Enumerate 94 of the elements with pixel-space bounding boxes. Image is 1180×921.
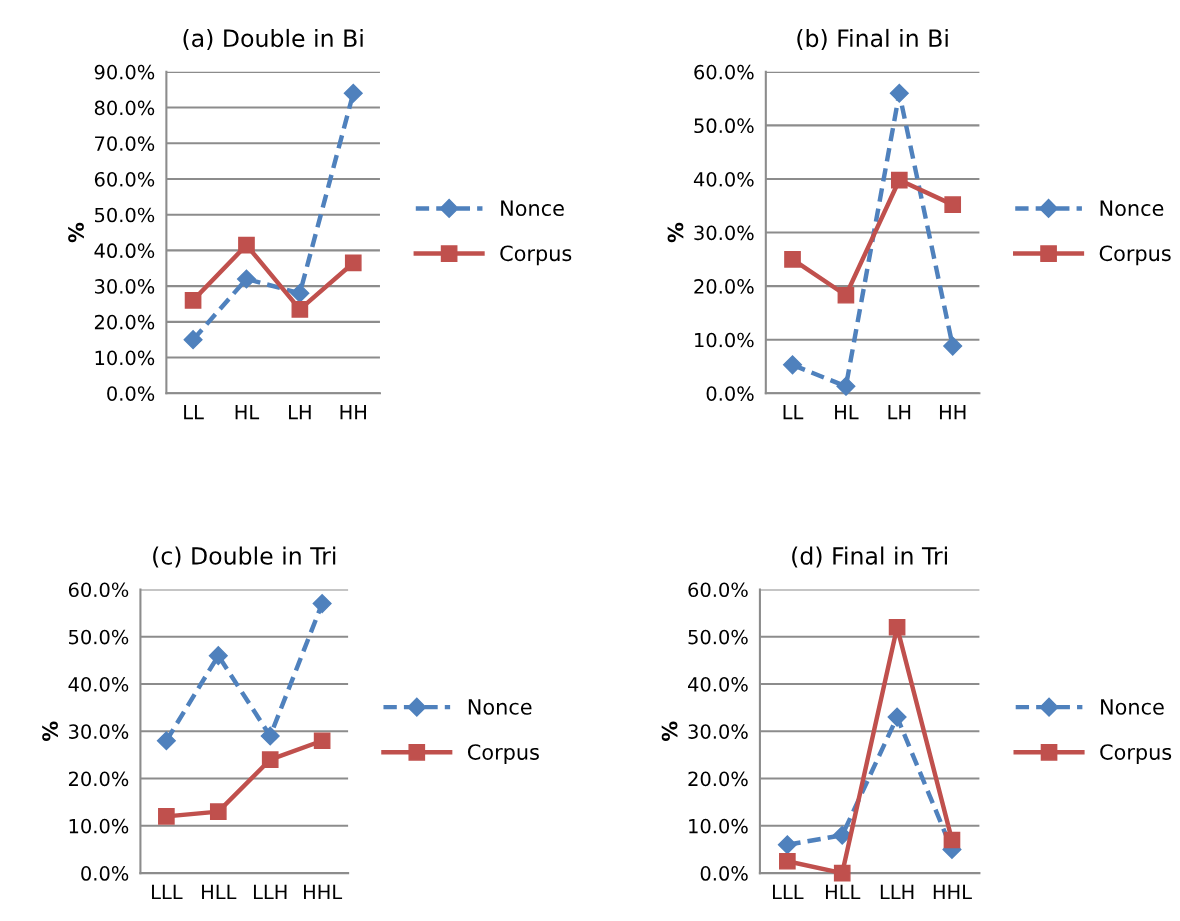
x-tick-label: LLH (253, 884, 287, 899)
point (777, 835, 797, 855)
point (184, 292, 202, 309)
point (313, 732, 331, 750)
y-axis-title: % (661, 721, 678, 742)
y-tick-label: 30.0% (69, 724, 129, 739)
legend-label: Nonce (1101, 699, 1164, 715)
point (208, 646, 228, 666)
legend-label: Nonce (468, 699, 532, 715)
point (784, 251, 801, 268)
legend-label: Nonce (1100, 200, 1164, 217)
y-tick-label: 20.0% (68, 771, 129, 787)
y-tick-label: 40.0% (94, 243, 155, 259)
y-tick-label: 0.0% (700, 866, 748, 881)
point (943, 336, 963, 356)
y-tick-label: 30.0% (688, 724, 748, 739)
y-axis-title: % (68, 222, 84, 243)
legend-label: Corpus (500, 245, 572, 266)
point (890, 171, 908, 189)
point (344, 254, 362, 272)
y-tick-label: 80.0% (94, 100, 155, 116)
y-tick-label: 40.0% (68, 676, 129, 692)
legend-label: Corpus (467, 744, 539, 764)
y-tick-label: 50.0% (95, 207, 155, 223)
legend-label: Corpus (1100, 744, 1172, 764)
y-axis-title: % (667, 222, 684, 243)
point (887, 707, 907, 727)
x-tick-label: HHL (933, 884, 972, 899)
y-tick-label: 20.0% (694, 279, 754, 294)
y-tick-label: 70.0% (95, 136, 155, 151)
point (312, 594, 332, 614)
x-tick-label: LH (289, 404, 311, 420)
point (944, 196, 962, 214)
point (889, 83, 909, 103)
point (836, 376, 856, 396)
point (343, 83, 363, 103)
legend-label: Corpus (1099, 245, 1171, 266)
y-tick-label: 60.0% (68, 582, 129, 598)
point (236, 269, 257, 289)
y-tick-label: 10.0% (69, 818, 129, 834)
point (837, 286, 855, 304)
x-tick-label: LLL (773, 884, 804, 899)
point (782, 355, 803, 375)
chart-title: (c) Double in Tri (153, 546, 336, 568)
y-axis-title: % (42, 721, 58, 742)
chart-title: (a) Double in Bi (183, 28, 363, 50)
point (238, 236, 255, 254)
point (156, 731, 176, 751)
point (261, 751, 279, 768)
y-tick-label: 30.0% (94, 279, 155, 294)
x-tick-label: HL (235, 404, 260, 420)
y-tick-label: 60.0% (688, 582, 748, 598)
x-tick-label: HL (835, 404, 859, 420)
x-tick-label: LL (184, 404, 204, 420)
y-tick-label: 50.0% (688, 629, 748, 645)
x-tick-label: HLL (825, 884, 861, 899)
x-tick-label: LLH (880, 884, 914, 899)
x-tick-label: LL (783, 404, 804, 420)
point (888, 618, 906, 636)
x-tick-label: HH (939, 404, 966, 420)
y-tick-label: 10.0% (689, 818, 748, 834)
legend-label: Nonce (501, 200, 564, 217)
y-tick-label: 0.0% (706, 386, 754, 401)
point (832, 825, 852, 845)
y-tick-label: 20.0% (94, 314, 155, 330)
y-tick-label: 60.0% (694, 64, 754, 80)
y-tick-label: 50.0% (694, 118, 754, 134)
point (290, 283, 310, 303)
x-tick-label: HH (340, 404, 366, 420)
x-tick-label: HHL (304, 884, 343, 899)
x-tick-label: LLL (152, 884, 183, 899)
point (779, 852, 796, 870)
y-tick-label: 0.0% (107, 386, 155, 401)
point (943, 831, 961, 849)
point (833, 864, 851, 882)
point (209, 803, 227, 820)
y-tick-label: 0.0% (81, 866, 129, 881)
y-tick-label: 40.0% (693, 171, 754, 187)
y-tick-label: 50.0% (69, 629, 129, 645)
point (291, 301, 309, 318)
y-tick-label: 20.0% (688, 771, 748, 787)
point (158, 808, 175, 825)
y-tick-label: 60.0% (94, 171, 155, 187)
x-tick-label: LH (888, 404, 911, 420)
y-tick-label: 10.0% (695, 332, 754, 348)
chart-title: (d) Final in Tri (792, 546, 947, 568)
chart-title: (b) Final in Bi (797, 28, 948, 50)
point (260, 726, 280, 746)
y-tick-label: 30.0% (694, 225, 754, 241)
point (183, 330, 203, 350)
y-tick-label: 40.0% (687, 676, 748, 692)
y-tick-label: 90.0% (94, 64, 155, 80)
x-tick-label: HLL (202, 884, 237, 899)
y-tick-label: 10.0% (95, 350, 155, 366)
